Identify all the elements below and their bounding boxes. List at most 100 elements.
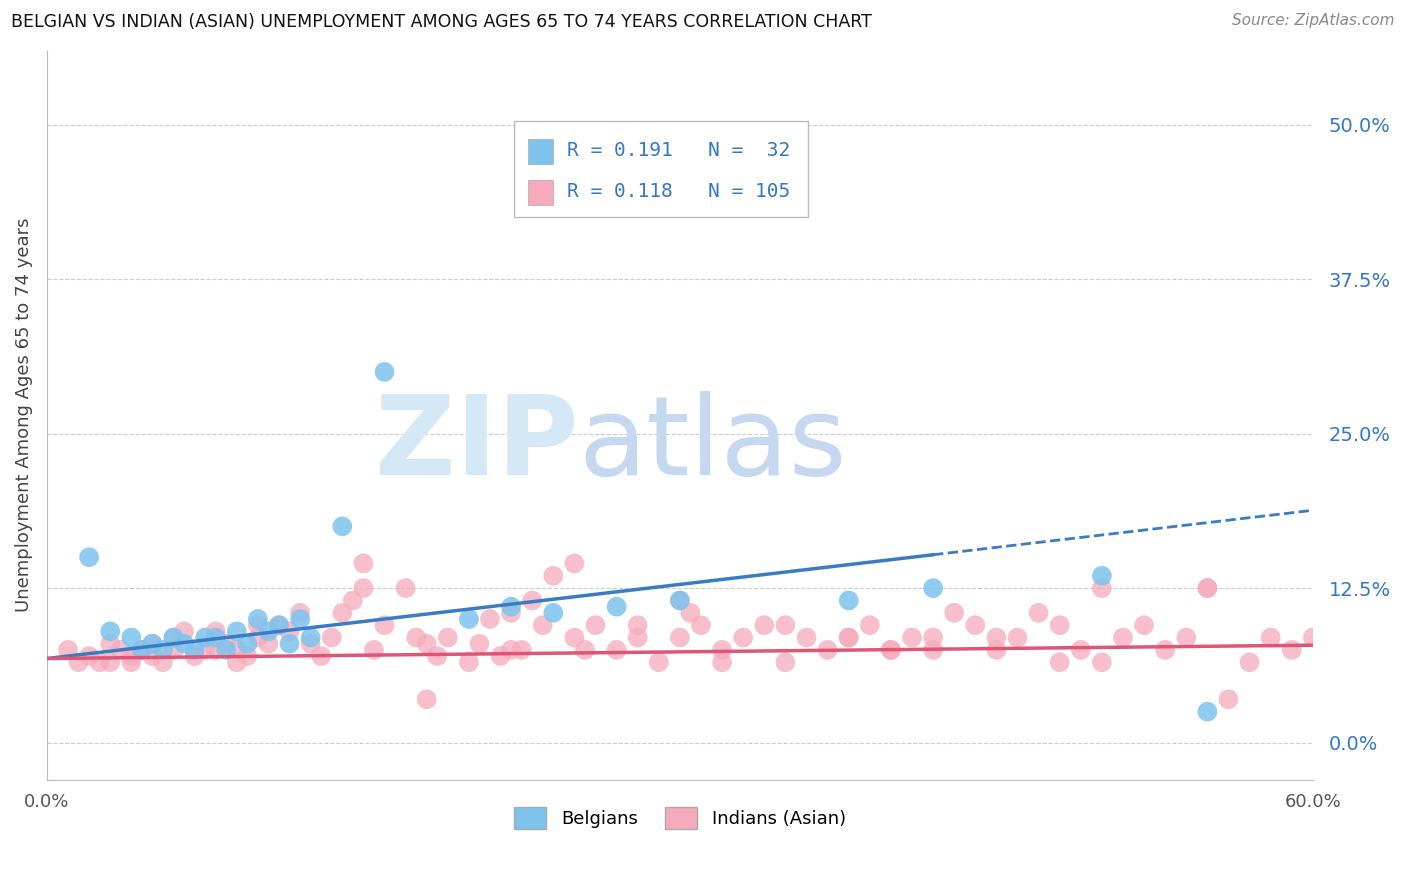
Point: [183, 643, 205, 657]
Point: [522, 593, 544, 607]
Point: [457, 612, 479, 626]
Text: R = 0.118   N = 105: R = 0.118 N = 105: [567, 182, 790, 202]
Point: [775, 618, 797, 632]
Point: [669, 593, 692, 607]
Point: [1091, 581, 1114, 595]
Point: [215, 637, 238, 651]
Point: [215, 643, 238, 657]
Text: BELGIAN VS INDIAN (ASIAN) UNEMPLOYMENT AMONG AGES 65 TO 74 YEARS CORRELATION CHA: BELGIAN VS INDIAN (ASIAN) UNEMPLOYMENT A…: [11, 13, 872, 31]
Point: [510, 643, 533, 657]
Point: [606, 643, 628, 657]
Point: [775, 179, 797, 194]
Point: [1260, 631, 1282, 645]
Point: [1175, 631, 1198, 645]
Point: [501, 643, 523, 657]
Point: [468, 637, 491, 651]
Text: R = 0.191   N =  32: R = 0.191 N = 32: [567, 141, 790, 160]
Point: [669, 631, 692, 645]
Point: [120, 648, 142, 663]
Point: [98, 655, 121, 669]
Point: [120, 655, 142, 669]
Point: [426, 648, 449, 663]
Legend: Belgians, Indians (Asian): Belgians, Indians (Asian): [506, 800, 853, 836]
Point: [405, 631, 427, 645]
Point: [131, 643, 153, 657]
Point: [141, 637, 163, 651]
Point: [415, 692, 437, 706]
Point: [1070, 643, 1092, 657]
Point: [838, 631, 860, 645]
Point: [288, 606, 311, 620]
Point: [162, 643, 184, 657]
Point: [531, 618, 554, 632]
Point: [162, 631, 184, 645]
Point: [225, 643, 247, 657]
Point: [89, 655, 111, 669]
Point: [1197, 705, 1219, 719]
Point: [901, 631, 924, 645]
Point: [1091, 655, 1114, 669]
Point: [479, 612, 502, 626]
Point: [1302, 631, 1324, 645]
Point: [194, 631, 217, 645]
Point: [77, 550, 100, 565]
Point: [236, 637, 259, 651]
Point: [775, 655, 797, 669]
Point: [1197, 581, 1219, 595]
Point: [733, 631, 755, 645]
Point: [67, 655, 90, 669]
Point: [986, 631, 1008, 645]
Point: [627, 618, 650, 632]
Point: [489, 648, 512, 663]
Point: [754, 618, 776, 632]
Point: [880, 643, 903, 657]
Point: [173, 637, 195, 651]
Point: [204, 631, 226, 645]
Point: [1218, 692, 1240, 706]
Point: [880, 643, 903, 657]
Point: [501, 606, 523, 620]
Point: [194, 643, 217, 657]
Point: [922, 643, 945, 657]
Point: [246, 618, 269, 632]
Point: [679, 606, 702, 620]
Point: [1197, 581, 1219, 595]
Point: [152, 655, 174, 669]
Point: [711, 655, 734, 669]
Point: [77, 648, 100, 663]
Point: [288, 612, 311, 626]
Text: ZIP: ZIP: [375, 391, 579, 498]
Point: [225, 655, 247, 669]
Point: [98, 624, 121, 639]
Point: [120, 631, 142, 645]
Point: [922, 581, 945, 595]
Point: [1239, 655, 1261, 669]
Point: [501, 599, 523, 614]
Point: [1112, 631, 1135, 645]
Point: [152, 643, 174, 657]
Point: [669, 593, 692, 607]
Point: [922, 631, 945, 645]
Y-axis label: Unemployment Among Ages 65 to 74 years: Unemployment Among Ages 65 to 74 years: [15, 218, 32, 613]
Point: [173, 624, 195, 639]
Point: [457, 655, 479, 669]
Point: [204, 643, 226, 657]
Point: [1281, 643, 1303, 657]
Point: [943, 606, 966, 620]
Point: [394, 581, 416, 595]
Point: [648, 655, 671, 669]
Point: [352, 581, 374, 595]
Point: [141, 648, 163, 663]
Point: [1133, 618, 1156, 632]
Point: [606, 599, 628, 614]
Point: [299, 637, 322, 651]
Point: [141, 637, 163, 651]
Point: [585, 618, 607, 632]
Point: [309, 648, 332, 663]
Point: [859, 618, 882, 632]
Point: [236, 648, 259, 663]
Point: [257, 624, 280, 639]
Point: [162, 631, 184, 645]
Point: [965, 618, 987, 632]
Point: [110, 643, 132, 657]
